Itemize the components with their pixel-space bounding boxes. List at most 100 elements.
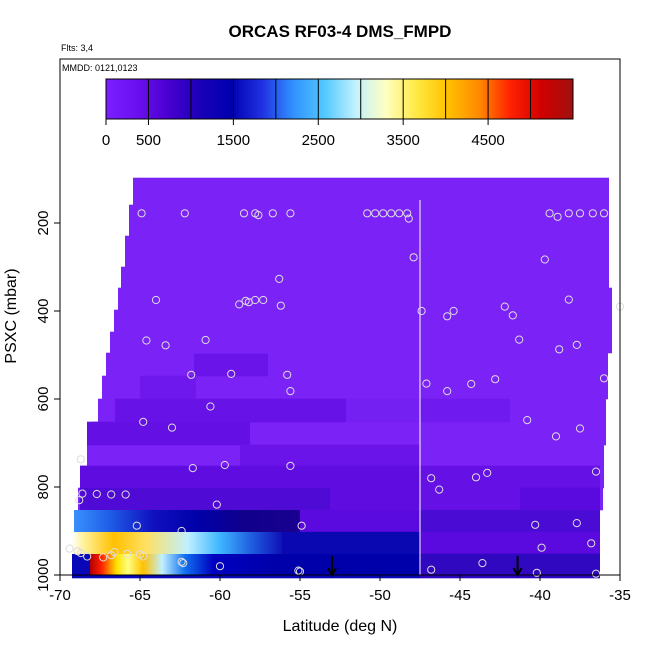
observation-point [188, 464, 197, 473]
observation-point [403, 209, 412, 218]
observation-point [387, 209, 396, 218]
observation-point [201, 335, 210, 345]
heatmap-cell [121, 266, 609, 289]
observation-point [227, 369, 236, 378]
observation-point [588, 209, 597, 218]
observation-point [555, 345, 564, 354]
y-tick-label: 200 [35, 210, 52, 235]
colorbar-tick-label: 4500 [471, 132, 504, 149]
heatmap-cell [114, 309, 612, 333]
heatmap-cell [90, 554, 280, 575]
observation-point [251, 295, 260, 305]
observation-point [206, 402, 215, 411]
observation-point [500, 302, 509, 311]
x-tick-label: -55 [289, 587, 311, 604]
observation-point [483, 468, 492, 477]
heatmap-cell [300, 509, 420, 533]
observation-point [276, 301, 285, 310]
observation-point [151, 295, 161, 305]
heatmap-cell [282, 532, 420, 554]
observation-point [491, 375, 500, 384]
observation-point [132, 521, 141, 530]
y-tick-label: 1000 [35, 558, 52, 591]
heatmap-cell [420, 554, 600, 575]
observation-point [363, 209, 372, 218]
observation-point [107, 490, 116, 499]
x-axis: -70 -65 -60 -55 -50 -45 -40 -35 [49, 574, 631, 604]
observation-point [532, 568, 541, 577]
observation-point [92, 489, 101, 499]
observation-point [187, 370, 196, 379]
observation-point [180, 209, 189, 218]
observation-point [142, 336, 151, 345]
observation-point [523, 416, 532, 425]
observation-point [409, 253, 418, 262]
observation-point [179, 559, 188, 568]
heatmap-cell [102, 375, 608, 400]
observation-point [467, 379, 476, 389]
observation-point [545, 209, 554, 218]
x-tick-label: -35 [609, 587, 631, 604]
observation-point [286, 461, 295, 470]
x-tick-label: -65 [129, 587, 151, 604]
observation-point [422, 379, 431, 388]
observation-point [443, 387, 452, 396]
heatmap-cell [140, 375, 196, 400]
heatmap-cell [346, 398, 420, 423]
observation-point [220, 460, 229, 470]
heatmap-cell [280, 554, 420, 575]
observation-point [110, 548, 119, 557]
observation-point [371, 209, 380, 218]
observation-point [76, 455, 85, 464]
y-tick-label: 400 [35, 298, 52, 323]
observation-point [427, 474, 436, 483]
colorbar-tick-label: 3500 [386, 132, 419, 149]
colorbar-tick-label: 0 [102, 132, 110, 149]
chart-title: ORCAS RF03-4 DMS_FMPD [229, 22, 452, 41]
observation-point [139, 417, 148, 426]
observation-point [417, 306, 426, 316]
observation-point [591, 467, 601, 476]
colorbar [105, 78, 574, 120]
observation-point [478, 559, 487, 568]
observation-point [599, 209, 609, 218]
heatmap-cell [240, 444, 420, 467]
observation-point [235, 300, 244, 309]
observation-point [268, 209, 277, 218]
observation-point [78, 489, 87, 498]
heatmap-cell [420, 531, 600, 555]
heatmap-cell [129, 204, 609, 237]
observation-point [591, 569, 601, 578]
observation-point [575, 209, 585, 218]
observation-point [540, 255, 549, 264]
mmdd-label: MMDD: 0121,0123 [62, 63, 138, 73]
colorbar-tick-label: 1500 [217, 132, 250, 149]
heatmap-cell [80, 465, 420, 489]
observation-point [427, 565, 436, 574]
y-tick-label: 800 [35, 474, 52, 499]
observation-point [551, 432, 561, 441]
observation-point [239, 209, 249, 218]
flights-label: Flts: 3,4 [61, 43, 93, 53]
observation-point [515, 335, 524, 344]
observation-points [65, 209, 625, 578]
heatmap-cell [194, 353, 268, 377]
observation-point [572, 340, 581, 349]
heatmap-cell [74, 510, 300, 532]
observation-point [587, 539, 596, 548]
observation-point [137, 209, 146, 218]
heatmap-cell [420, 398, 510, 423]
y-tick-label: 600 [35, 386, 52, 411]
x-tick-label: -40 [529, 587, 551, 604]
observation-point [275, 274, 284, 283]
observation-point [537, 543, 546, 552]
heatmap-cell [420, 487, 520, 511]
x-tick-label: -70 [49, 587, 71, 604]
observation-point [553, 212, 562, 221]
heatmap-cell [520, 487, 600, 511]
observation-point [379, 209, 388, 218]
observation-point [83, 552, 92, 561]
heatmap-cell [115, 398, 346, 423]
x-tick-label: -45 [449, 587, 471, 604]
observation-point [139, 552, 148, 561]
